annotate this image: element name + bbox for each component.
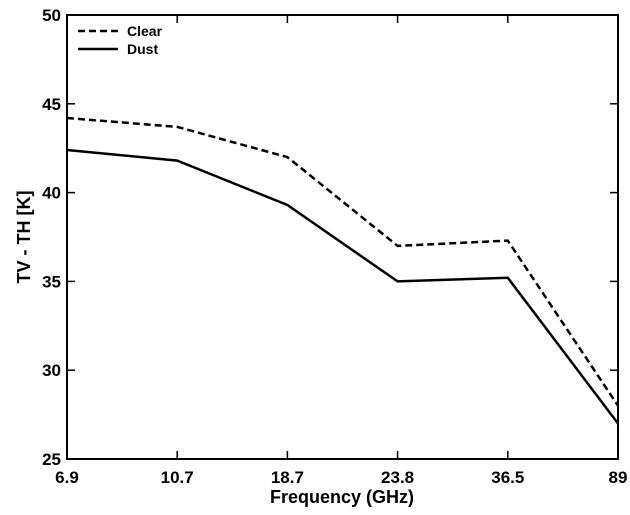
x-tick-label: 6.9	[55, 468, 79, 487]
axis-ticks: 6.9 10.7 18.7 23.8 36.5 89 25 30 35 40 45 50	[42, 6, 627, 487]
legend: Clear Dust	[78, 23, 163, 57]
series-lines	[66, 116, 620, 425]
y-tick-label: 35	[42, 272, 61, 291]
y-tick-label: 25	[42, 450, 61, 469]
y-axis-title: TV - TH [K]	[14, 191, 34, 284]
y-tick-label: 40	[42, 184, 61, 203]
plot-frame	[66, 14, 619, 460]
x-axis-title: Frequency (GHz)	[270, 487, 414, 507]
y-tick-label: 50	[42, 6, 61, 25]
x-tick-label: 18.7	[271, 468, 304, 487]
series-line-dust	[66, 148, 619, 425]
series-line-clear	[66, 116, 620, 407]
y-tick-label: 45	[42, 95, 61, 114]
y-tick-label: 30	[42, 361, 61, 380]
legend-label-dust: Dust	[127, 41, 158, 57]
x-tick-label: 36.5	[491, 468, 524, 487]
legend-label-clear: Clear	[127, 23, 163, 39]
x-tick-label: 10.7	[161, 468, 194, 487]
x-tick-label: 89	[609, 468, 628, 487]
x-tick-label: 23.8	[381, 468, 414, 487]
